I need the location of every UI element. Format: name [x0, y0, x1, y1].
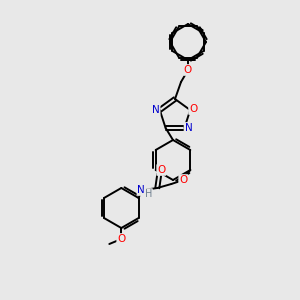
Text: N: N	[152, 105, 160, 115]
Text: O: O	[117, 234, 125, 244]
Text: O: O	[184, 65, 192, 75]
Text: H: H	[145, 189, 152, 199]
Text: N: N	[137, 185, 145, 195]
Text: O: O	[189, 104, 197, 114]
Text: N: N	[184, 123, 192, 133]
Text: O: O	[179, 175, 188, 185]
Text: O: O	[157, 165, 165, 175]
